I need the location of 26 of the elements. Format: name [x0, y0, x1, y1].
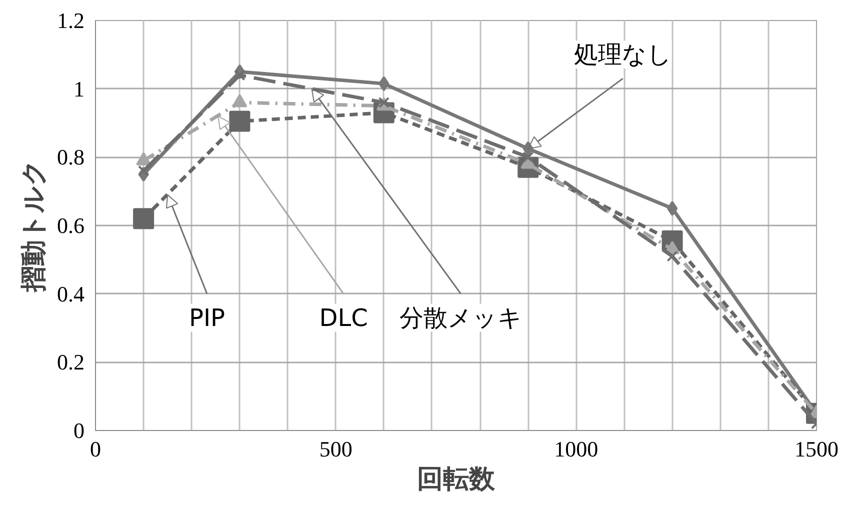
point: [229, 110, 250, 132]
annotation: DLC: [319, 304, 368, 332]
annotation: 分散メッキ: [399, 304, 522, 332]
y-tick-label: 1: [74, 76, 84, 102]
point: [234, 70, 246, 81]
point: [378, 96, 390, 108]
annotation: PIP: [189, 304, 226, 332]
annotation: 処理なし: [574, 40, 672, 69]
point: [666, 250, 678, 262]
x-tick-label: 1500: [794, 436, 838, 462]
y-tick-label: 0.8: [57, 144, 84, 170]
point: [378, 76, 390, 92]
point: [138, 165, 150, 176]
x-tick-label: 500: [319, 436, 352, 462]
y-tick-label: 0.2: [57, 350, 84, 375]
y-tick-label: 0.4: [57, 281, 84, 306]
x-tick-label: 1000: [554, 436, 598, 462]
y-axis-title: 摺動トルク: [19, 159, 49, 293]
x-tick-label: 0: [90, 436, 101, 462]
point: [522, 152, 534, 163]
point: [133, 208, 154, 230]
y-tick-label: 1.2: [57, 8, 84, 33]
point: [666, 200, 678, 216]
y-tick-label: 0: [74, 418, 84, 443]
x-axis-title: 回転数: [417, 464, 496, 494]
y-tick-label: 0.6: [57, 213, 84, 238]
